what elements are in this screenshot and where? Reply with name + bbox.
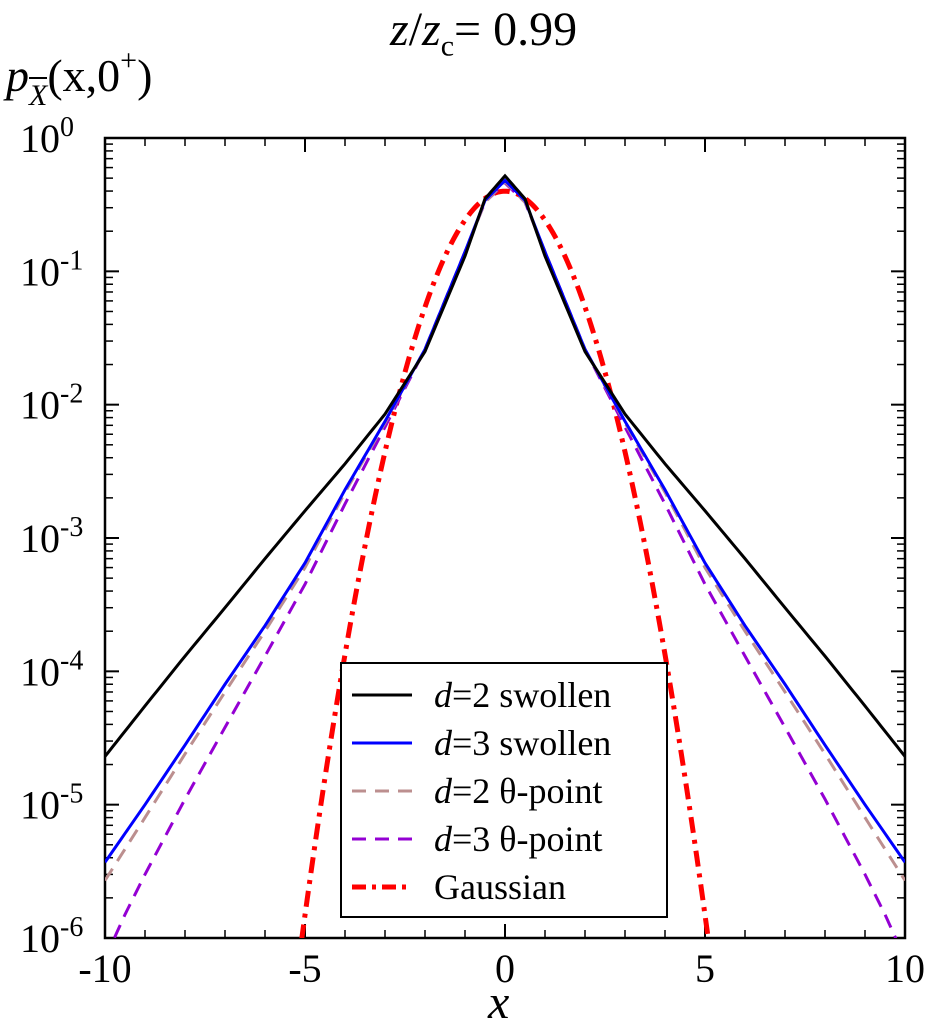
major-ticks	[104, 137, 906, 939]
series-line-1	[105, 178, 905, 864]
ylabel-sup: +	[120, 44, 138, 77]
x-tick-label: -10	[78, 946, 131, 991]
legend-label-d2-theta: d=2 θ-point	[434, 771, 603, 811]
legend-swatch-d3-theta	[352, 837, 412, 841]
legend-item-d3-theta: d=3 θ-point	[352, 816, 603, 862]
series-line-0	[105, 173, 905, 758]
y-tick-labels: 100 10-1 10-2 10-3 10-4 10-5 10-6	[20, 112, 83, 961]
title-zc: z	[422, 3, 441, 56]
legend-label-gaussian: Gaussian	[434, 867, 566, 907]
legend-item-d3-swollen: d=3 swollen	[352, 720, 611, 766]
y-tick-label: 10-1	[20, 245, 83, 294]
chart-title: z/zc= 0.99	[390, 2, 577, 64]
legend-item-d2-theta: d=2 θ-point	[352, 768, 603, 814]
legend-swatch-d3-swollen	[352, 741, 412, 745]
legend-swatch-d2-theta	[352, 789, 412, 793]
title-zc-sub: c	[440, 29, 455, 63]
y-tick-label: 10-3	[20, 512, 83, 561]
y-tick-label: 10-4	[20, 645, 83, 694]
legend-item-gaussian: Gaussian	[352, 864, 566, 910]
title-z: z	[390, 3, 409, 56]
ylabel-close: )	[137, 50, 153, 101]
x-axis-label: x	[488, 976, 510, 1029]
y-tick-label: 10-5	[20, 779, 83, 828]
x-tick-label: 0	[495, 946, 515, 991]
legend-label-d3-theta: d=3 θ-point	[434, 819, 603, 859]
x-tick-labels: -10 -5 0 5 10	[78, 946, 925, 991]
x-tick-label: -5	[288, 946, 321, 991]
x-tick-label: 10	[885, 946, 925, 991]
legend: d=2 swollen d=3 swollen d=2 θ-point d=3 …	[340, 662, 668, 918]
legend-label-d2-swollen: d=2 swollen	[434, 675, 612, 715]
series-line-4	[299, 188, 711, 938]
title-slash: /	[408, 3, 423, 56]
ylabel-xbar: X	[29, 76, 48, 112]
x-tick-label: 5	[695, 946, 715, 991]
series-layer	[105, 173, 905, 938]
y-axis-label: pX(x,0+)	[6, 44, 152, 111]
legend-swatch-d2-swollen	[352, 693, 412, 697]
legend-swatch-gaussian	[352, 884, 412, 890]
ylabel-p: p	[6, 50, 29, 101]
title-value: = 0.99	[454, 3, 578, 56]
ylabel-args: (x,0	[47, 50, 121, 101]
legend-label-d3-swollen: d=3 swollen	[434, 723, 612, 763]
legend-item-d2-swollen: d=2 swollen	[352, 672, 611, 718]
y-tick-label: 10-6	[20, 912, 83, 961]
y-tick-label: 100	[20, 112, 74, 161]
y-tick-label: 10-2	[20, 379, 83, 428]
